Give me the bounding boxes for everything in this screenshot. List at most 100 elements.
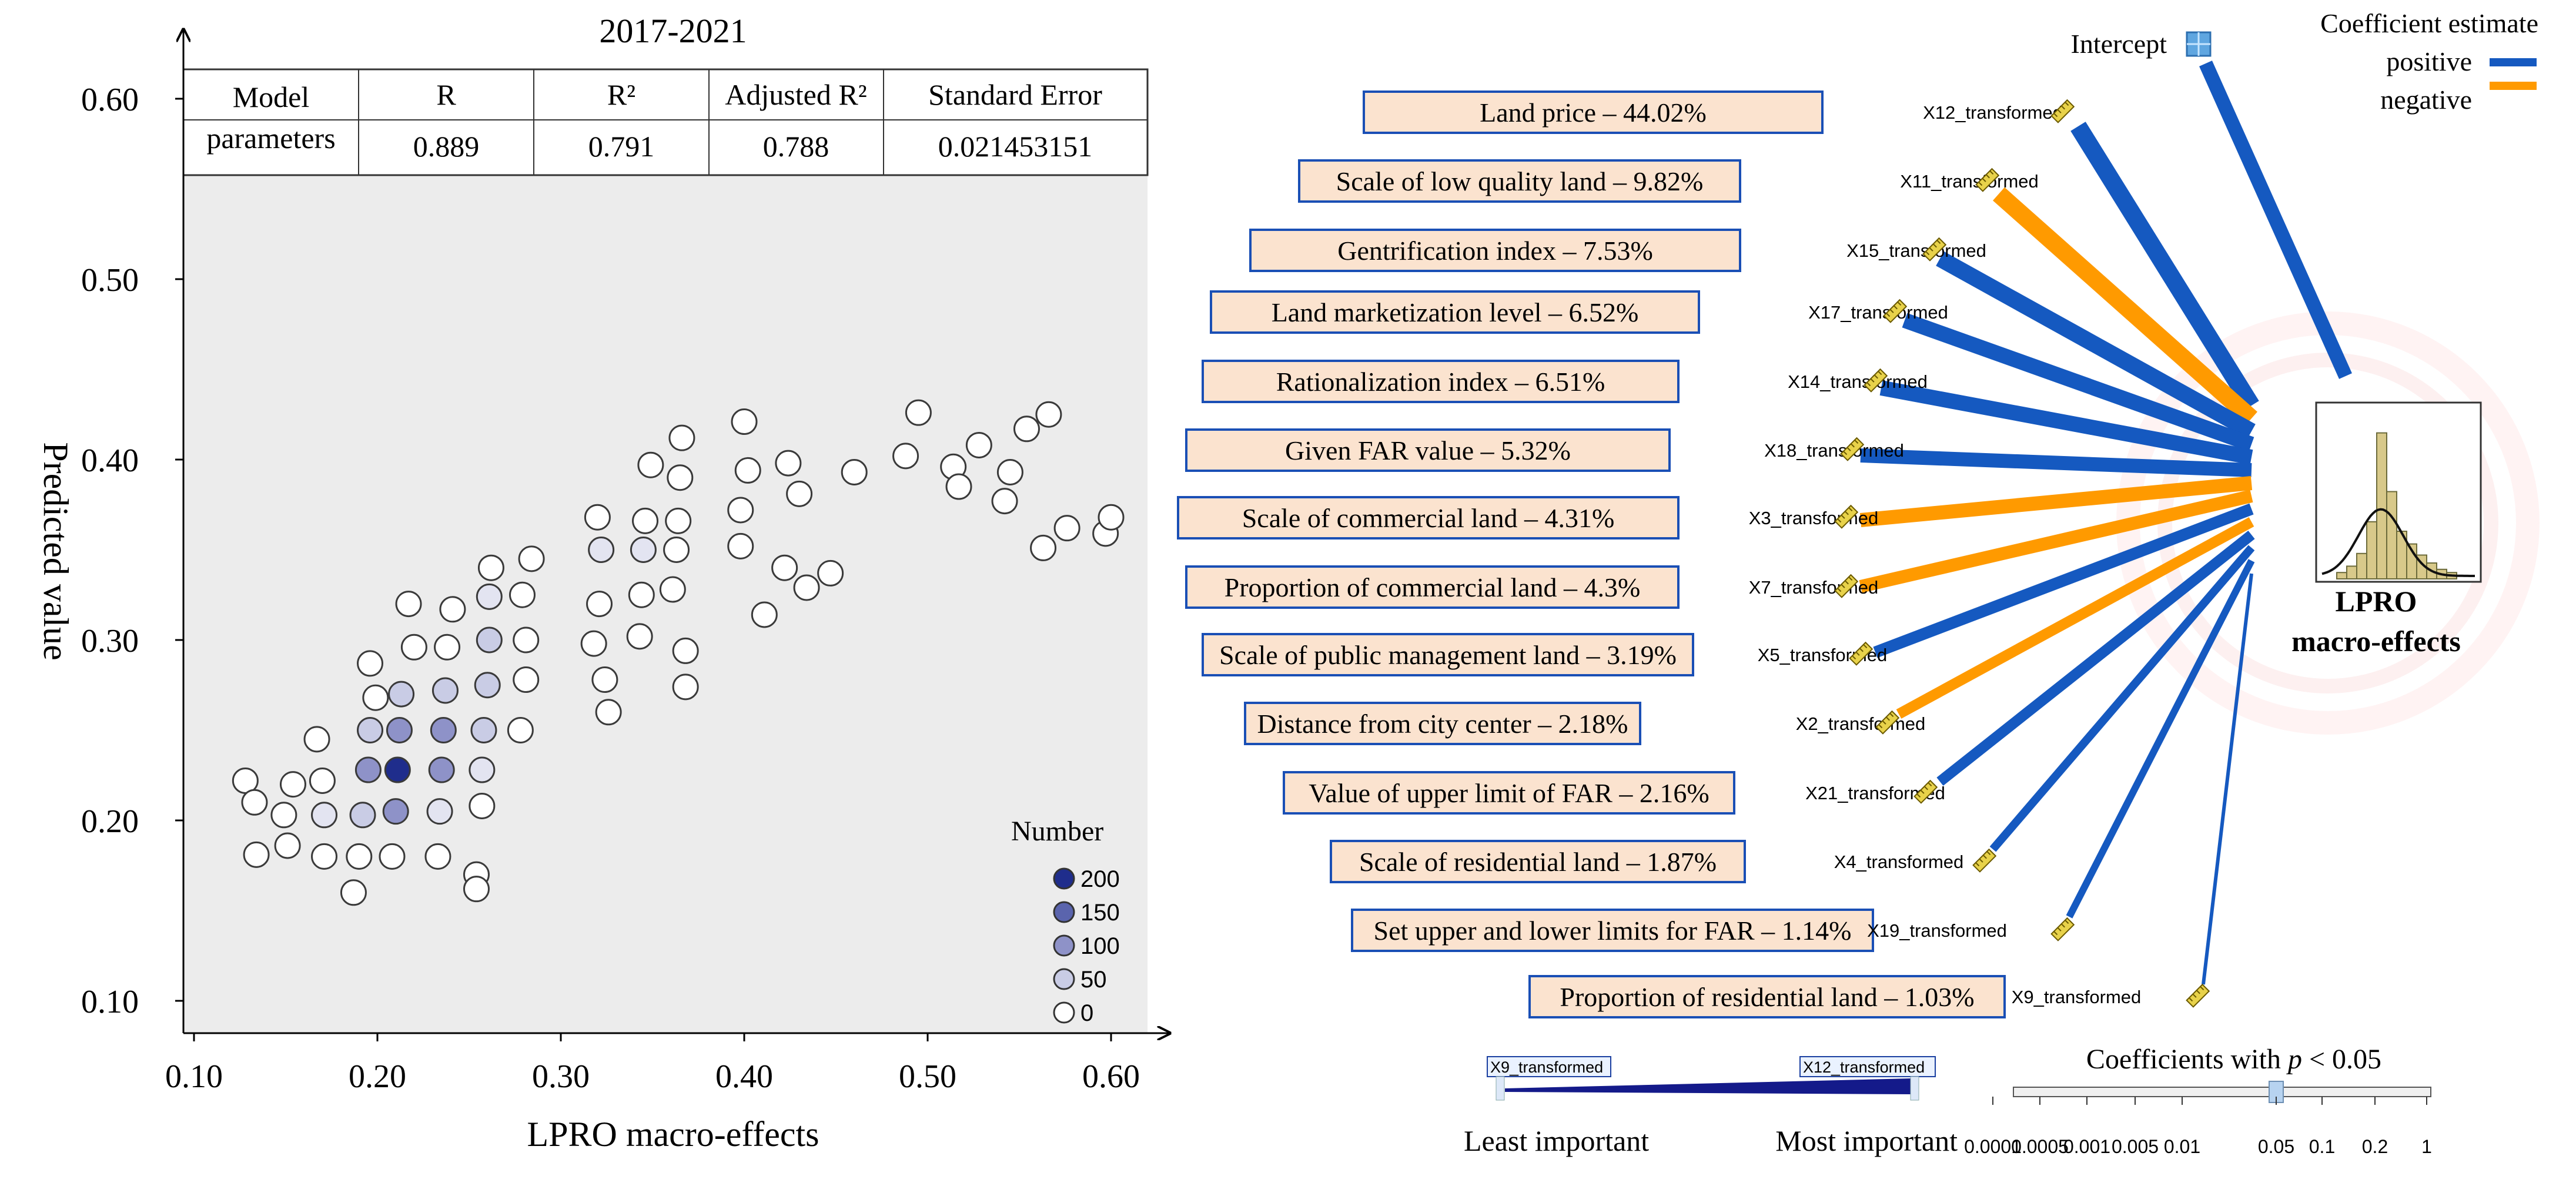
sign-legend-positive: positive [2386, 46, 2472, 76]
ruler-icon [1875, 710, 1900, 735]
variable-code: X3_transformed [1749, 508, 1879, 528]
x-tick-label: 0.30 [532, 1058, 590, 1095]
variable-label-box [1202, 633, 1694, 676]
pvalue-tick-label: 1 [2421, 1136, 2432, 1157]
scatter-point [476, 626, 503, 654]
ruler-icon [1883, 299, 1908, 323]
variable-label: Scale of residential land – 1.87% [1359, 847, 1717, 877]
importance-right-tag [1799, 1056, 1936, 1077]
histogram-bar [2346, 565, 2357, 580]
scatter-point [357, 717, 384, 743]
scatter-point [424, 843, 451, 870]
scatter-point [588, 537, 615, 563]
pvalue-bar [2013, 1087, 2431, 1097]
scatter-point [667, 464, 694, 491]
coefficient-edge [2070, 122, 2259, 410]
histogram-bar [2336, 572, 2347, 580]
importance-wedge [1505, 1078, 1911, 1094]
scatter-point [354, 756, 382, 783]
target-label-line2: macro-effects [2291, 625, 2461, 658]
legend-swatch [1053, 1001, 1075, 1024]
scatter-point [965, 431, 992, 458]
histogram-bar [2386, 491, 2397, 579]
coefficient-edge [1860, 448, 2252, 477]
scatter-points [232, 399, 1125, 906]
table-header-r: R [436, 78, 456, 111]
scatter-chart: 2017-2021 Model parameters R R² Adjusted… [36, 12, 1170, 1154]
variable-code: X17_transformed [1808, 302, 1948, 323]
table-header-parameters: parameters [206, 122, 335, 155]
variable-label-box [1210, 290, 1700, 334]
intercept-icon [2186, 31, 2212, 57]
coefficient-network: Land price – 44.02% Scale of low quality … [1177, 8, 2540, 1157]
variable-label: Distance from city center – 2.18% [1257, 709, 1628, 739]
scatter-point [386, 717, 413, 743]
x-tick-label: 0.10 [165, 1058, 223, 1095]
scatter-point [905, 399, 932, 426]
variable-label: Scale of low quality land – 9.82% [1336, 166, 1704, 196]
variable-label-box [1244, 702, 1641, 745]
scatter-point [507, 717, 534, 743]
variable-code: X18_transformed [1764, 440, 1904, 461]
ruler-icon [1840, 437, 1865, 461]
scatter-point [996, 458, 1023, 485]
legend-swatch [1053, 968, 1075, 990]
scatter-point [469, 792, 496, 819]
x-tick-label: 0.40 [715, 1058, 773, 1095]
target-label-line1: LPRO [2336, 585, 2417, 618]
scatter-point [508, 581, 536, 608]
variable-code: X19_transformed [1867, 920, 2007, 941]
variable-label: Given FAR value – 5.32% [1285, 435, 1571, 465]
histogram-bar [2356, 552, 2367, 579]
axis-ticks: 0.10 0.20 0.30 0.40 0.50 0.60 0.10 0.20 0.30 0.40… [81, 82, 1140, 1095]
table-header-adjusted-r2: Adjusted R² [725, 78, 867, 111]
legend-label: 150 [1080, 900, 1120, 926]
scatter-point [1053, 515, 1080, 542]
variable-label-box [1363, 91, 1824, 134]
pvalue-tick-label: 0.2 [2362, 1136, 2388, 1157]
scatter-point [400, 634, 427, 661]
x-axis-label: LPRO macro-effects [527, 1115, 819, 1154]
histogram-bar [2376, 432, 2387, 579]
ruler-icon [1864, 368, 1888, 393]
ruler-icon [2186, 983, 2210, 1008]
ruler-icon [1913, 779, 1938, 804]
importance-left-tag [1487, 1056, 1611, 1077]
variable-label-box [1202, 360, 1680, 403]
sign-legend-negative: negative [2380, 85, 2472, 115]
scatter-point [349, 802, 376, 829]
variable-code: X15_transformed [1846, 240, 1986, 261]
scatter-point [477, 554, 504, 581]
variable-code: X4_transformed [1834, 852, 1964, 872]
table-header-model: Model [233, 81, 310, 113]
legend-label: 100 [1080, 933, 1120, 959]
most-important-label: Most important [1775, 1124, 1958, 1157]
scatter-point [630, 537, 657, 563]
scatter-point [628, 581, 655, 608]
importance-right-tag-text: X12_transformed [1803, 1058, 1925, 1076]
model-parameters-table: Model parameters R R² Adjusted R² Standa… [182, 68, 1149, 176]
pvalue-tick-label: 0.005 [2112, 1136, 2159, 1157]
variable-label-box [1185, 428, 1671, 472]
scatter-point [793, 574, 820, 601]
variable-label-box [1298, 159, 1741, 203]
scatter-point [591, 666, 618, 693]
scatter-point [311, 802, 338, 829]
scatter-point [426, 798, 453, 825]
pvalue-tick-label: 0.1 [2309, 1136, 2335, 1157]
ruler-icon [1834, 574, 1859, 598]
importance-handle-left [1496, 1076, 1505, 1101]
intercept-edge [2199, 61, 2352, 379]
coefficient-edge [1902, 313, 2254, 452]
scatter-point [279, 771, 306, 798]
x-tick-label: 0.50 [899, 1058, 956, 1095]
sign-legend-title: Coefficient estimate [2320, 8, 2538, 38]
scatter-point [771, 554, 798, 581]
table-value-standard-error: 0.021453151 [938, 130, 1093, 163]
variable-label-box [1528, 975, 2006, 1018]
ruler-icon [2050, 917, 2075, 941]
scatter-point [751, 601, 778, 628]
variable-label: Scale of public management land – 3.19% [1219, 640, 1677, 670]
ruler-icon [1922, 237, 1947, 262]
